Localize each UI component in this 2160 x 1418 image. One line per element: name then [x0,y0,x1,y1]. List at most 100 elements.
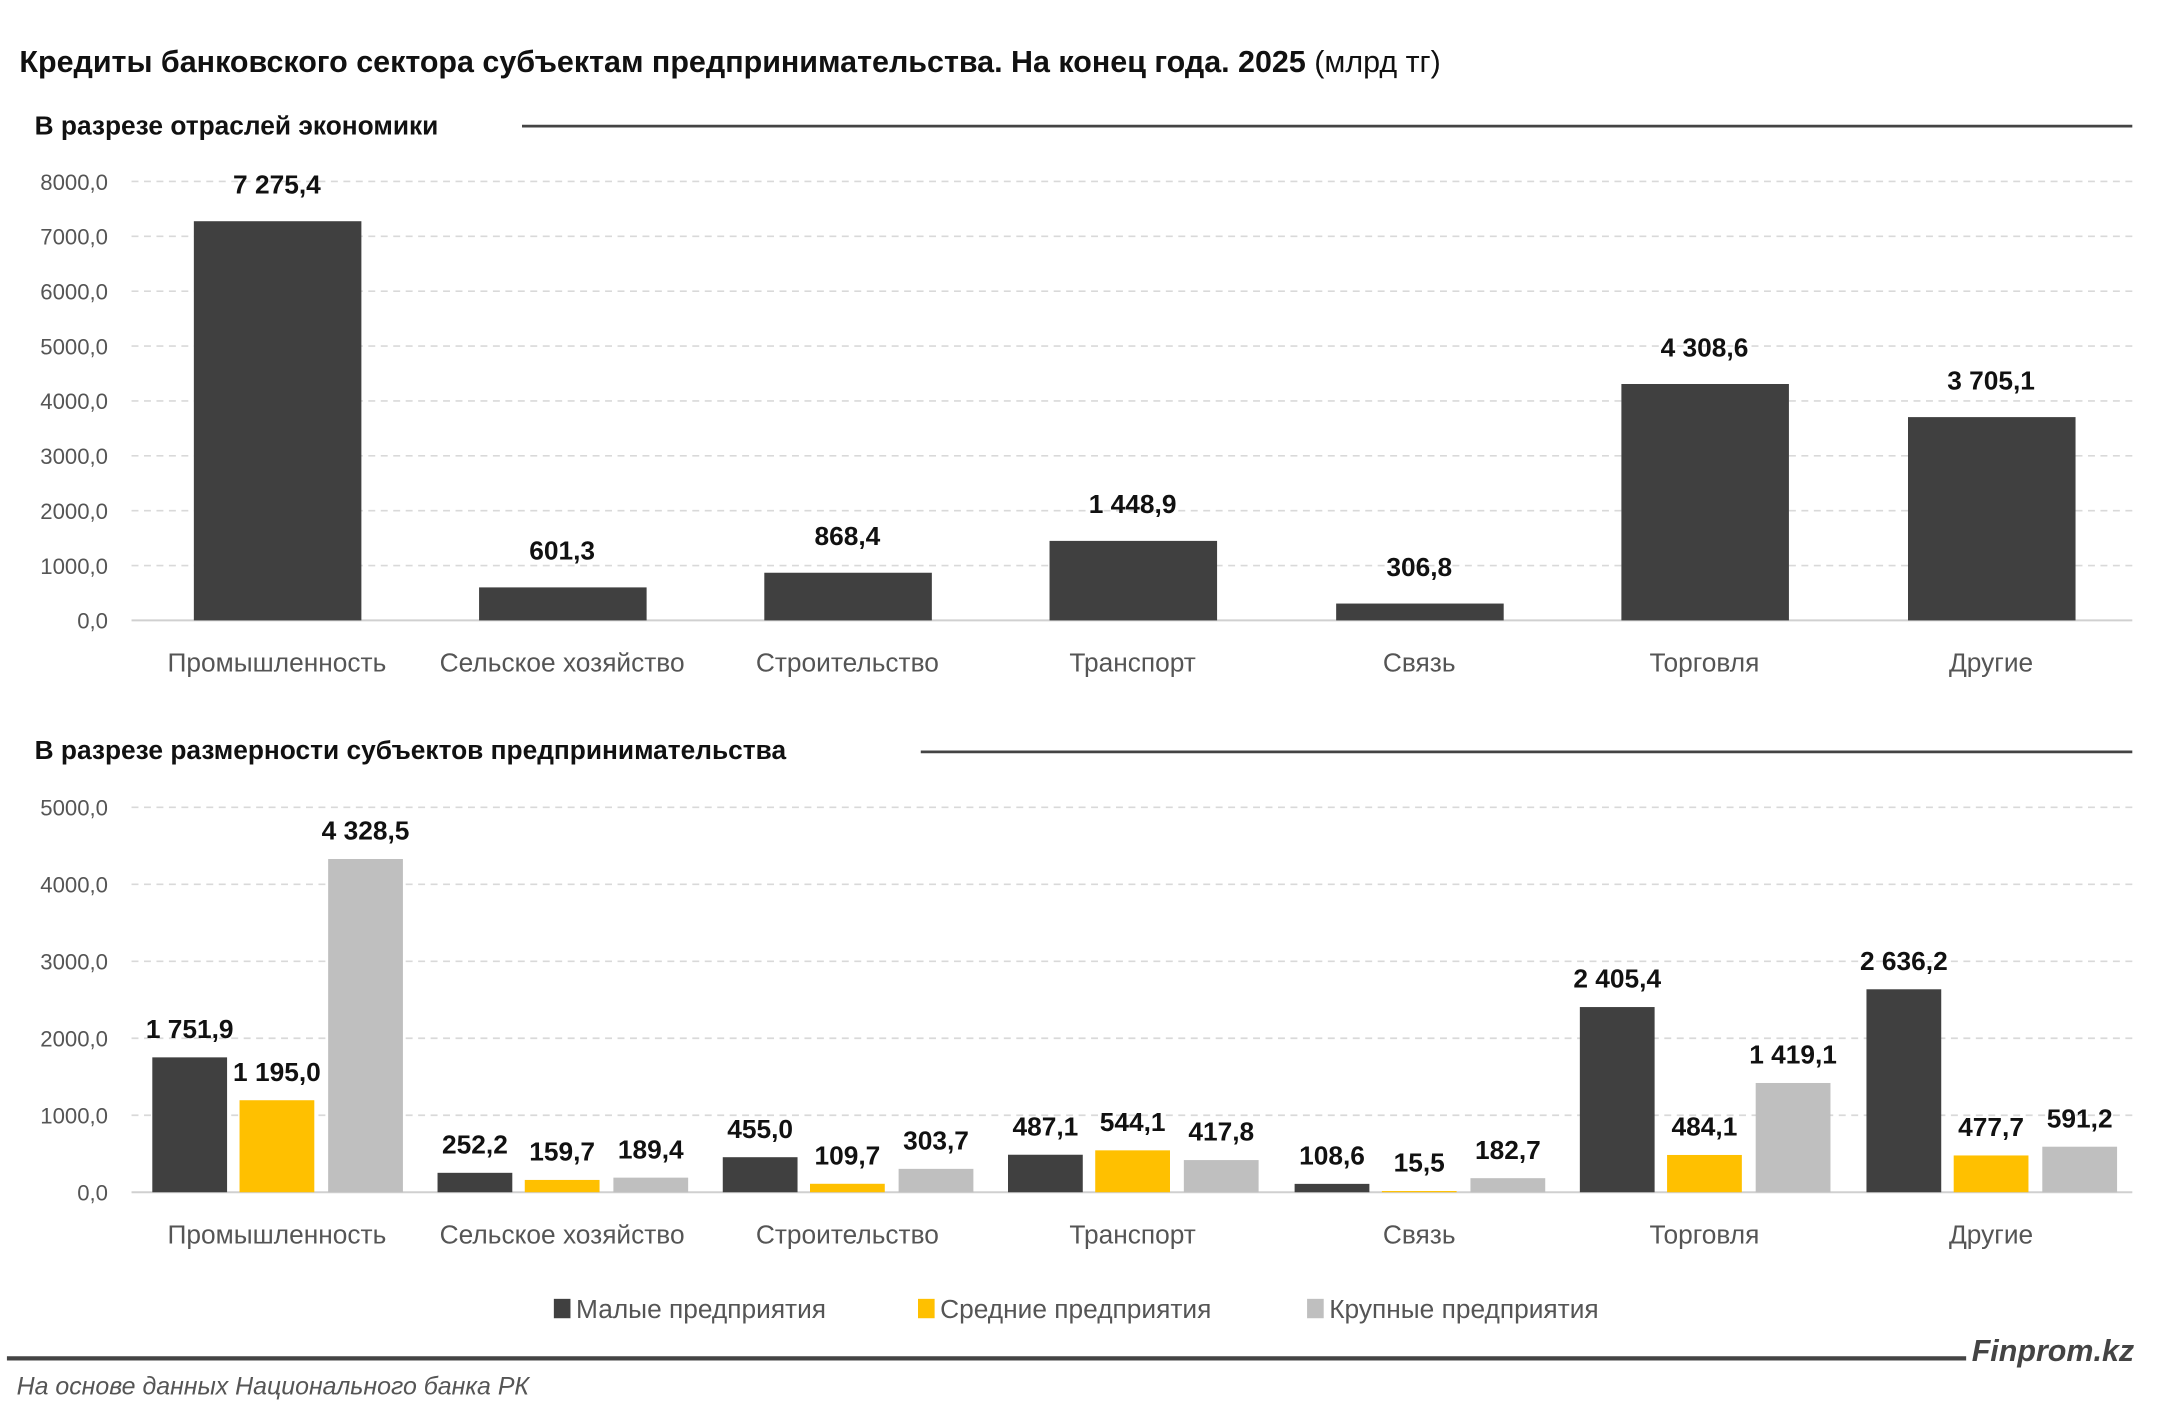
category-label: Транспорт [1069,1219,1195,1249]
data-label: 1 195,0 [233,1057,321,1087]
brand-logo: Finprom.kz [1972,1334,2135,1368]
bar-small [722,1157,798,1193]
legend: Малые предприятия Средние предприятия Круп… [553,1294,1599,1324]
bar [1908,417,2076,621]
bar-medium [810,1183,885,1193]
data-label: 109,7 [814,1140,880,1170]
bar [764,572,932,621]
data-label: 4 308,6 [1661,332,1749,362]
data-label: 487,1 [1012,1111,1078,1141]
data-label: 7 275,4 [233,170,321,200]
category-label: Промышленность [168,1219,387,1249]
y-tick-label: 8000,0 [40,170,108,195]
category-label: Строительство [756,648,939,678]
category-label: Торговля [1650,1219,1760,1249]
category-label: Сельское хозяйство [440,1219,685,1249]
data-label: 455,0 [727,1114,793,1144]
y-tick-label: 5000,0 [40,796,108,821]
bar-medium [239,1100,315,1193]
section-title-size: В разрезе размерности субъектов предприн… [35,735,787,765]
bar [1336,603,1504,621]
bar-large [1183,1160,1259,1193]
bar-small [1008,1154,1083,1193]
data-label: 4 328,5 [322,816,410,846]
category-label: Связь [1383,1219,1456,1249]
section-title-industries: В разрезе отраслей экономики [35,110,439,140]
y-tick-label: 2000,0 [40,1027,108,1052]
bar [1621,383,1789,621]
data-label: 306,8 [1386,552,1452,582]
bar [1049,540,1218,621]
source-note: На основе данных Национального банка РК [17,1372,531,1400]
bar-large [898,1168,974,1193]
bar [479,587,647,621]
title-unit: (млрд тг) [1314,45,1441,79]
data-label: 182,7 [1475,1135,1541,1165]
bar [193,221,362,621]
size-chart: 0,0 1000,0 2000,0 3000,0 4000,0 5000,0 Промышл… [40,796,2133,1249]
y-tick-label: 0,0 [77,1181,108,1206]
bar-medium [1667,1154,1742,1193]
legend-label: Крупные предприятия [1329,1294,1598,1324]
category-label: Транспорт [1069,648,1195,678]
bar-small [1866,989,1942,1193]
bar-large [1755,1082,1831,1193]
data-label: 15,5 [1394,1148,1445,1178]
title-text: Кредиты банковского сектора субъектам пр… [19,45,1305,79]
bar-medium [1095,1150,1170,1193]
data-label: 2 405,4 [1573,964,1661,994]
data-label: 2 636,2 [1860,946,1948,976]
bar-small [1294,1183,1370,1193]
legend-swatch [1307,1298,1324,1319]
y-tick-label: 4000,0 [40,389,108,414]
category-label: Связь [1383,648,1456,678]
y-tick-label: 1000,0 [40,554,108,579]
data-label: 544,1 [1100,1107,1166,1137]
data-label: 417,8 [1188,1117,1254,1147]
category-label: Торговля [1650,648,1760,678]
legend-swatch [918,1298,935,1319]
data-label: 601,3 [529,536,595,566]
legend-label: Средние предприятия [940,1294,1211,1324]
data-label: 3 705,1 [1947,365,2035,395]
industry-chart: 0,0 1000,0 2000,0 3000,0 4000,0 5000,0 6000,0 7… [40,170,2133,678]
data-label: 252,2 [442,1129,508,1159]
data-label: 868,4 [814,521,880,551]
category-label: Строительство [756,1219,939,1249]
bar-small [152,1057,228,1193]
bar-small [437,1172,513,1193]
data-label: 591,2 [2047,1103,2113,1133]
y-tick-label: 7000,0 [40,225,108,250]
y-tick-label: 3000,0 [40,444,108,469]
y-tick-label: 1000,0 [40,1104,108,1129]
data-label: 477,7 [1958,1112,2024,1142]
category-label: Другие [1949,648,2033,678]
category-label: Другие [1949,1219,2033,1249]
data-label: 189,4 [618,1134,684,1164]
legend-label: Малые предприятия [576,1294,826,1324]
y-tick-label: 4000,0 [40,873,108,898]
bar-large [2042,1146,2118,1193]
data-label: 1 751,9 [146,1014,234,1044]
chart-title: Кредиты банковского сектора субъектам пр… [19,45,1440,79]
bar-medium [1381,1191,1457,1193]
bar-medium [1953,1155,2029,1193]
y-tick-label: 0,0 [77,609,108,634]
y-tick-label: 5000,0 [40,334,108,359]
bar-large [328,859,403,1193]
category-label: Сельское хозяйство [440,648,685,678]
data-label: 1 448,9 [1089,489,1177,519]
data-label: 1 419,1 [1749,1040,1837,1070]
bar-medium [524,1179,600,1193]
category-label: Промышленность [168,648,387,678]
data-label: 159,7 [529,1137,595,1167]
y-tick-label: 3000,0 [40,950,108,975]
data-label: 108,6 [1299,1140,1365,1170]
legend-swatch [553,1298,571,1319]
bar-small [1579,1007,1655,1193]
data-label: 484,1 [1672,1112,1738,1142]
bar-large [613,1177,689,1193]
y-tick-label: 2000,0 [40,499,108,524]
data-label: 303,7 [903,1125,969,1155]
